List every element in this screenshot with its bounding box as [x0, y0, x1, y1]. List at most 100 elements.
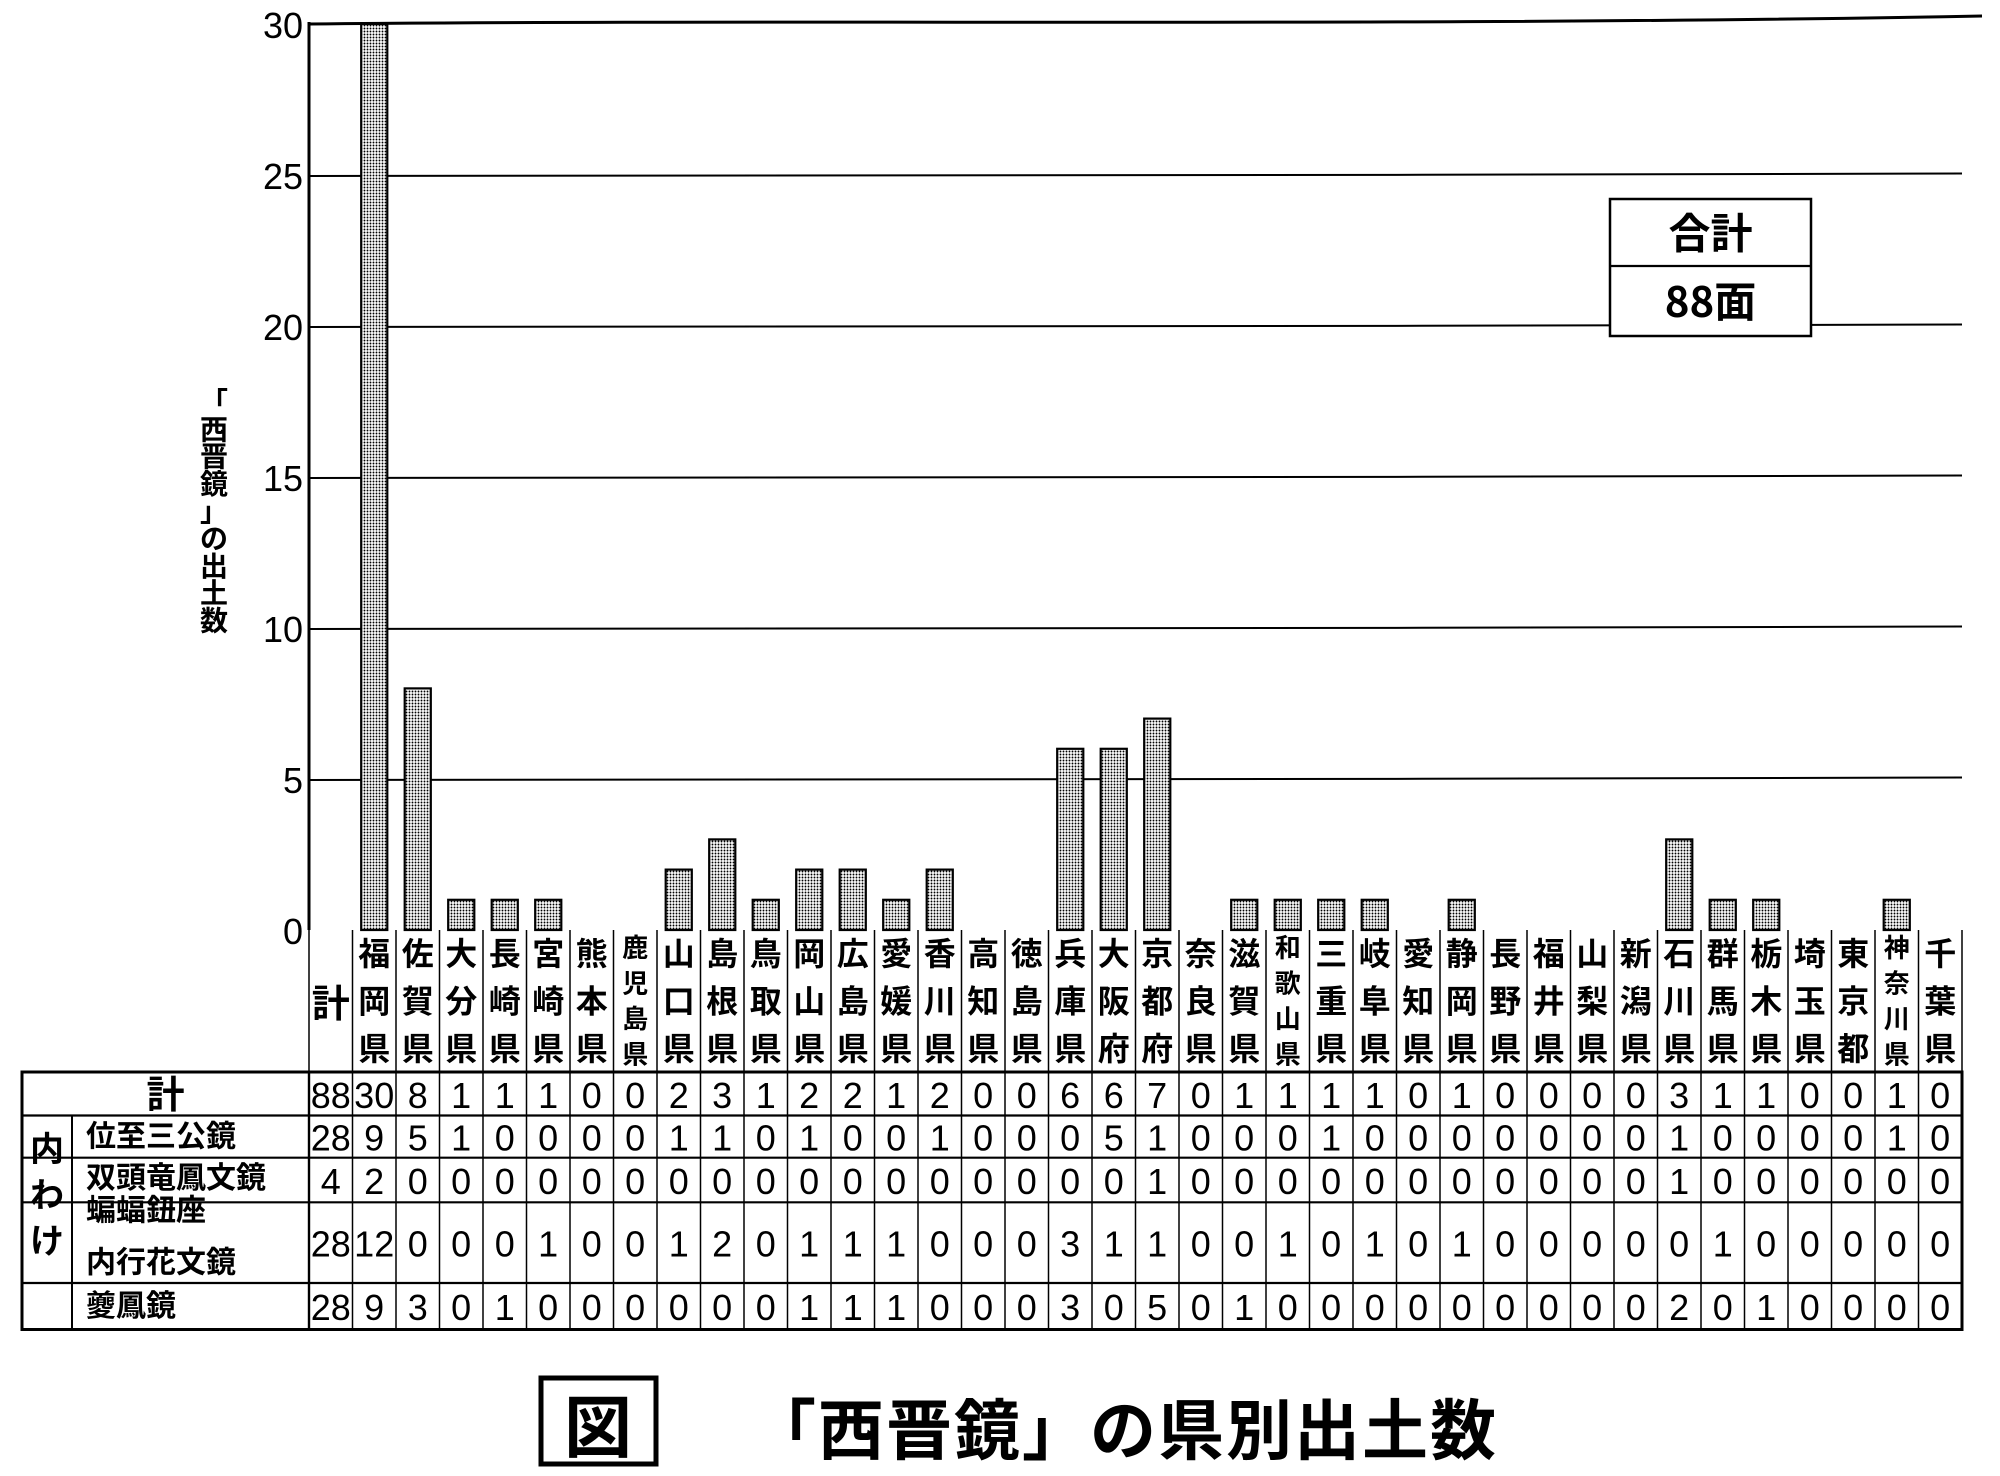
svg-text:10: 10 [263, 609, 303, 650]
svg-text:高: 高 [967, 929, 999, 975]
svg-text:0: 0 [1191, 1118, 1211, 1159]
svg-text:0: 0 [495, 1161, 515, 1202]
svg-text:0: 0 [625, 1118, 645, 1159]
svg-text:0: 0 [1930, 1287, 1950, 1328]
svg-text:3: 3 [712, 1075, 732, 1116]
svg-text:0: 0 [886, 1161, 906, 1202]
svg-text:良: 良 [1185, 977, 1217, 1023]
svg-text:県: 県 [1620, 1024, 1652, 1070]
svg-text:兵: 兵 [1054, 929, 1086, 975]
svg-text:0: 0 [1843, 1161, 1863, 1202]
svg-text:0: 0 [1930, 1118, 1950, 1159]
svg-text:0: 0 [886, 1118, 906, 1159]
svg-text:群: 群 [1707, 929, 1739, 975]
svg-text:1: 1 [538, 1224, 558, 1265]
svg-text:0: 0 [1887, 1287, 1907, 1328]
svg-text:都: 都 [1837, 1024, 1869, 1070]
svg-text:20: 20 [263, 307, 303, 348]
svg-text:1: 1 [495, 1075, 515, 1116]
svg-text:大: 大 [445, 929, 477, 975]
svg-text:0: 0 [283, 911, 303, 952]
svg-text:島: 島 [622, 999, 648, 1036]
svg-text:9: 9 [364, 1287, 384, 1328]
svg-text:阜: 阜 [1359, 977, 1391, 1023]
svg-text:け: け [30, 1214, 64, 1263]
svg-text:0: 0 [973, 1287, 993, 1328]
svg-text:0: 0 [930, 1287, 950, 1328]
svg-text:県: 県 [793, 1024, 825, 1070]
svg-text:0: 0 [843, 1161, 863, 1202]
svg-text:9: 9 [364, 1118, 384, 1159]
svg-text:1: 1 [1147, 1161, 1167, 1202]
svg-text:0: 0 [1800, 1161, 1820, 1202]
svg-text:葉: 葉 [1924, 977, 1956, 1023]
svg-text:位至三公鏡: 位至三公鏡 [86, 1112, 236, 1156]
svg-text:2: 2 [930, 1075, 950, 1116]
svg-text:0: 0 [1756, 1161, 1776, 1202]
svg-text:2: 2 [799, 1075, 819, 1116]
svg-text:1: 1 [1713, 1075, 1733, 1116]
svg-text:28: 28 [311, 1287, 351, 1328]
svg-text:1: 1 [1321, 1075, 1341, 1116]
svg-text:0: 0 [1017, 1161, 1037, 1202]
svg-text:1: 1 [495, 1287, 515, 1328]
svg-text:0: 0 [1191, 1075, 1211, 1116]
svg-text:鳥: 鳥 [750, 929, 782, 975]
svg-text:0: 0 [930, 1224, 950, 1265]
svg-text:県: 県 [358, 1024, 390, 1070]
svg-text:0: 0 [1582, 1075, 1602, 1116]
svg-text:0: 0 [1191, 1224, 1211, 1265]
svg-text:0: 0 [1582, 1161, 1602, 1202]
svg-text:媛: 媛 [880, 977, 912, 1023]
svg-text:1: 1 [1278, 1224, 1298, 1265]
svg-text:5: 5 [1147, 1287, 1167, 1328]
svg-text:県: 県 [622, 1035, 648, 1072]
svg-text:1: 1 [1887, 1075, 1907, 1116]
svg-text:2: 2 [843, 1075, 863, 1116]
svg-text:0: 0 [625, 1224, 645, 1265]
svg-text:川: 川 [1884, 999, 1910, 1036]
svg-text:山: 山 [793, 977, 825, 1023]
svg-text:県: 県 [1750, 1024, 1782, 1070]
svg-text:県: 県 [1185, 1024, 1217, 1070]
svg-text:0: 0 [973, 1224, 993, 1265]
svg-text:図: 図 [564, 1373, 632, 1471]
svg-text:崎: 崎 [489, 977, 521, 1023]
svg-text:0: 0 [1234, 1161, 1254, 1202]
svg-text:0: 0 [1191, 1161, 1211, 1202]
svg-text:1: 1 [799, 1224, 819, 1265]
svg-text:8: 8 [408, 1075, 428, 1116]
svg-text:0: 0 [1191, 1287, 1211, 1328]
svg-text:0: 0 [495, 1224, 515, 1265]
svg-text:根: 根 [706, 977, 738, 1023]
svg-text:0: 0 [408, 1224, 428, 1265]
svg-text:鹿: 鹿 [622, 928, 648, 965]
svg-text:賀: 賀 [402, 977, 434, 1023]
svg-text:0: 0 [408, 1161, 428, 1202]
svg-text:馬: 馬 [1707, 977, 1739, 1023]
svg-text:本: 本 [576, 977, 608, 1023]
svg-text:0: 0 [1539, 1118, 1559, 1159]
svg-text:0: 0 [1539, 1161, 1559, 1202]
svg-text:島: 島 [706, 929, 738, 975]
svg-text:崎: 崎 [532, 977, 564, 1023]
svg-text:1: 1 [799, 1287, 819, 1328]
svg-text:0: 0 [1060, 1161, 1080, 1202]
svg-text:県: 県 [1489, 1024, 1521, 1070]
svg-text:0: 0 [1452, 1161, 1472, 1202]
svg-text:25: 25 [263, 156, 303, 197]
svg-text:京: 京 [1141, 929, 1173, 975]
svg-text:福: 福 [358, 929, 390, 975]
svg-text:県: 県 [750, 1024, 782, 1070]
svg-text:0: 0 [1713, 1287, 1733, 1328]
svg-text:0: 0 [1365, 1118, 1385, 1159]
svg-text:0: 0 [1104, 1161, 1124, 1202]
svg-text:埼: 埼 [1794, 929, 1826, 975]
svg-text:口: 口 [663, 977, 695, 1023]
svg-text:88: 88 [311, 1075, 351, 1116]
svg-text:0: 0 [495, 1118, 515, 1159]
svg-text:静: 静 [1446, 929, 1478, 975]
svg-text:0: 0 [1930, 1224, 1950, 1265]
svg-text:0: 0 [1017, 1075, 1037, 1116]
svg-text:0: 0 [1365, 1161, 1385, 1202]
